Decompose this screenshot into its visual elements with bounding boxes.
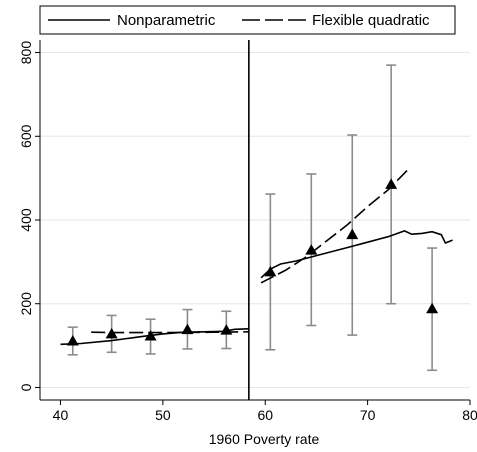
legend-label-nonparametric: Nonparametric [117, 12, 216, 29]
legend-label-flexible-quadratic: Flexible quadratic [312, 12, 430, 29]
data-point-0 [66, 334, 79, 346]
y-tick-label-1: 200 [18, 292, 34, 316]
x-tick-label-4: 80 [462, 407, 477, 423]
x-tick-label-1: 50 [155, 407, 171, 423]
series-nonparametric-line-1 [260, 230, 453, 279]
series-nonparametric-line-0 [60, 328, 249, 346]
y-tick-label-4: 800 [18, 41, 34, 65]
x-tick-label-0: 40 [53, 407, 69, 423]
y-tick-label-3: 600 [18, 124, 34, 148]
data-point-1 [105, 327, 118, 339]
data-point-5 [264, 265, 277, 277]
x-tick-label-2: 60 [257, 407, 273, 423]
data-point-8 [385, 178, 398, 189]
data-point-9 [426, 302, 439, 314]
data-point-2 [144, 329, 157, 341]
y-tick-label-0: 0 [18, 383, 34, 391]
data-point-4 [220, 324, 233, 335]
series-flexible-quadratic-line-1 [260, 168, 410, 284]
x-axis-title: 1960 Poverty rate [209, 431, 320, 447]
legend: Nonparametric Flexible quadratic [39, 5, 456, 35]
x-tick-label-3: 70 [360, 407, 376, 423]
y-tick-label-2: 400 [18, 208, 34, 232]
data-point-3 [181, 323, 194, 335]
data-point-6 [305, 244, 318, 255]
data-point-7 [346, 228, 359, 240]
